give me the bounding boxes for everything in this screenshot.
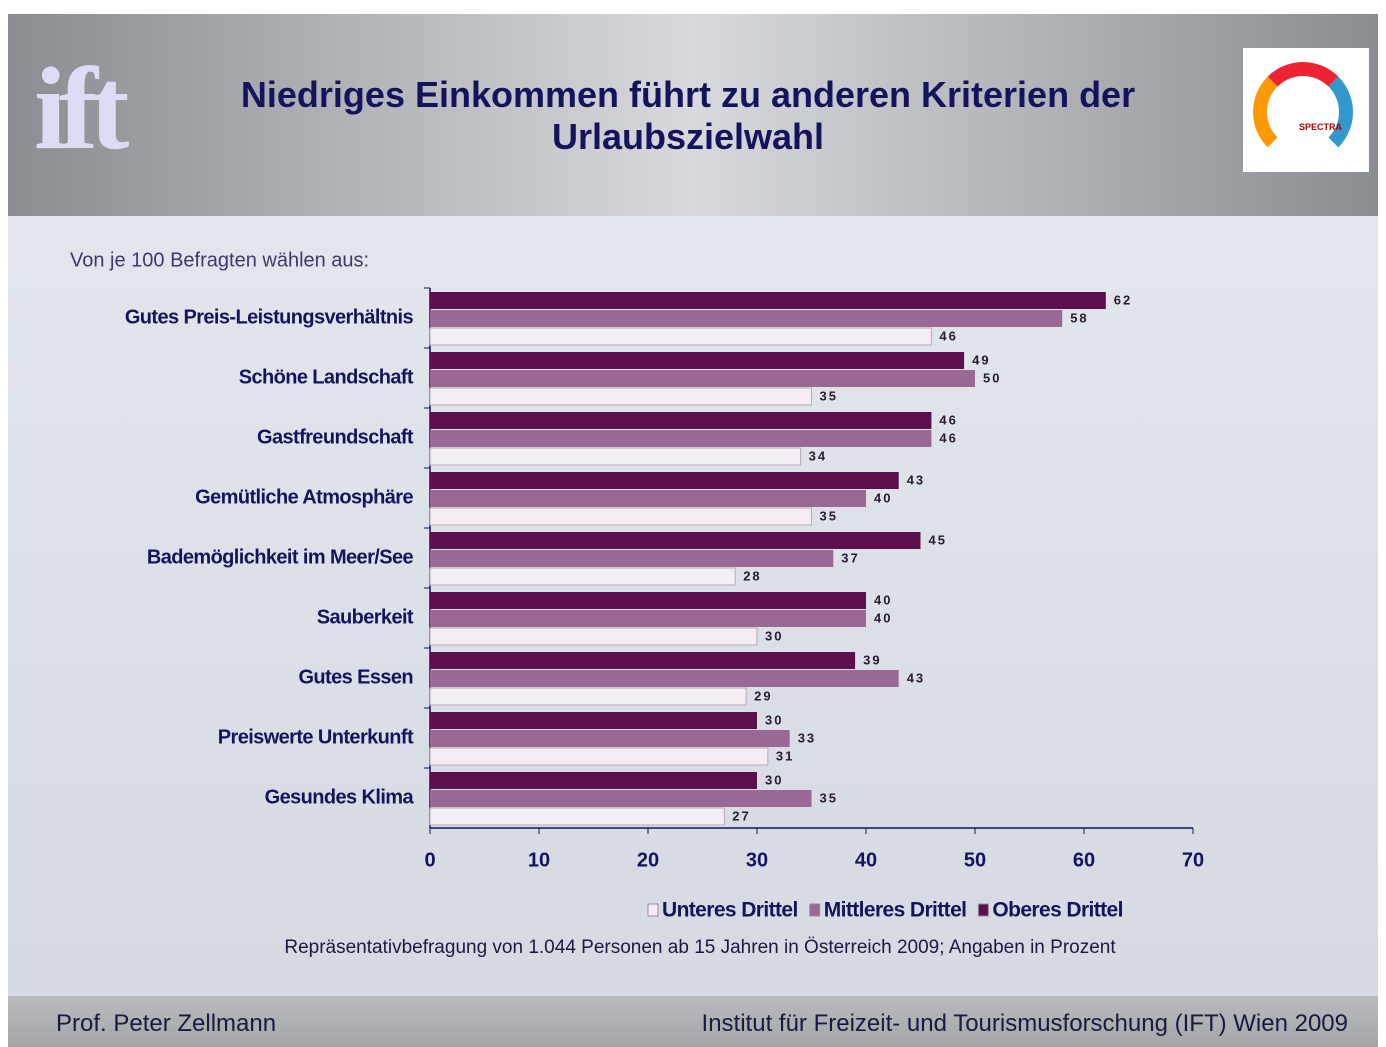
data-label: 46 [939, 430, 957, 445]
bar [429, 567, 736, 586]
y-tick-label: Sauberkeit [317, 606, 414, 628]
bar [430, 532, 921, 549]
bar [430, 730, 790, 747]
header [8, 14, 1378, 216]
x-tick-label: 30 [746, 849, 768, 871]
bar [430, 490, 866, 507]
data-label: 34 [809, 448, 827, 463]
x-tick-label: 0 [424, 849, 435, 871]
title: Niedriges Einkommen führt zu anderen Kri… [240, 74, 1136, 157]
y-tick-label: Bademöglichkeit im Meer/See [147, 546, 414, 568]
y-tick-label: Gutes Preis-Leistungsverhältnis [125, 306, 414, 328]
bar [429, 807, 725, 826]
data-label: 43 [907, 472, 925, 487]
data-label: 28 [743, 568, 761, 583]
logo-spectra: SPECTRA [1243, 48, 1369, 172]
legend-label: Unteres Drittel [662, 899, 798, 922]
data-label: 30 [765, 712, 783, 727]
bar [430, 352, 965, 369]
y-tick-label: Gastfreundschaft [257, 426, 414, 448]
bar [430, 412, 932, 429]
bar [430, 712, 757, 729]
footer-left: Prof. Peter Zellmann [56, 1010, 277, 1037]
logo-ift: ift [34, 43, 129, 174]
data-label: 40 [874, 592, 892, 607]
data-label: 27 [732, 808, 750, 823]
bar [430, 790, 812, 807]
data-label: 37 [841, 550, 859, 565]
footer-right: Institut für Freizeit- und Tourismusfors… [701, 1010, 1348, 1037]
bar [429, 447, 802, 466]
data-label: 40 [874, 490, 892, 505]
x-tick-label: 70 [1182, 849, 1204, 871]
x-tick-label: 10 [528, 849, 550, 871]
logo-text: SPECTRA [1299, 122, 1343, 132]
legend-swatch [977, 903, 989, 917]
legend-swatch [647, 903, 659, 917]
legend-label: Mittleres Drittel [824, 899, 967, 922]
y-tick-label: Schöne Landschaft [239, 366, 414, 388]
data-label: 29 [754, 688, 772, 703]
data-label: 62 [1114, 292, 1132, 307]
data-label: 45 [929, 532, 947, 547]
bar [430, 430, 932, 447]
note: Repräsentativbefragung von 1.044 Persone… [284, 937, 1116, 958]
data-label: 30 [765, 772, 783, 787]
legend-label: Oberes Drittel [992, 899, 1122, 922]
y-tick-label: Preiswerte Unterkunft [218, 726, 414, 748]
bar [429, 387, 812, 406]
data-label: 35 [820, 508, 838, 523]
bar [430, 370, 975, 387]
y-tick-label: Gutes Essen [298, 666, 413, 688]
x-tick-label: 20 [637, 849, 659, 871]
bar [430, 610, 866, 627]
x-tick-label: 50 [964, 849, 986, 871]
data-label: 46 [939, 412, 957, 427]
y-tick-label: Gemütliche Atmosphäre [195, 486, 413, 508]
bar [429, 747, 769, 766]
bar [430, 550, 834, 567]
data-label: 49 [972, 352, 990, 367]
data-label: 30 [765, 628, 783, 643]
bar [430, 592, 866, 609]
data-label: 58 [1070, 310, 1088, 325]
data-label: 40 [874, 610, 892, 625]
bar [430, 772, 757, 789]
bar [429, 627, 758, 646]
data-label: 50 [983, 370, 1001, 385]
data-label: 46 [939, 328, 957, 343]
bar [429, 687, 747, 706]
data-label: 39 [863, 652, 881, 667]
slide: ift SPECTRA Niedriges Einkommen führt zu… [8, 14, 1378, 1047]
data-label: 35 [820, 790, 838, 805]
data-label: 35 [820, 388, 838, 403]
legend-swatch [809, 903, 821, 917]
x-tick-label: 60 [1073, 849, 1095, 871]
data-label: 33 [798, 730, 816, 745]
data-label: 31 [776, 748, 794, 763]
subtitle: Von je 100 Befragten wählen aus: [70, 249, 369, 271]
footer: Prof. Peter Zellmann Institut für Freize… [8, 996, 1378, 1047]
bar [429, 327, 932, 346]
bar [430, 652, 856, 669]
bar [430, 472, 899, 489]
x-tick-label: 40 [855, 849, 877, 871]
bar [430, 292, 1106, 309]
data-label: 43 [907, 670, 925, 685]
y-tick-label: Gesundes Klima [265, 786, 415, 808]
bar [430, 310, 1063, 327]
bar [430, 670, 899, 687]
bar [429, 507, 812, 526]
